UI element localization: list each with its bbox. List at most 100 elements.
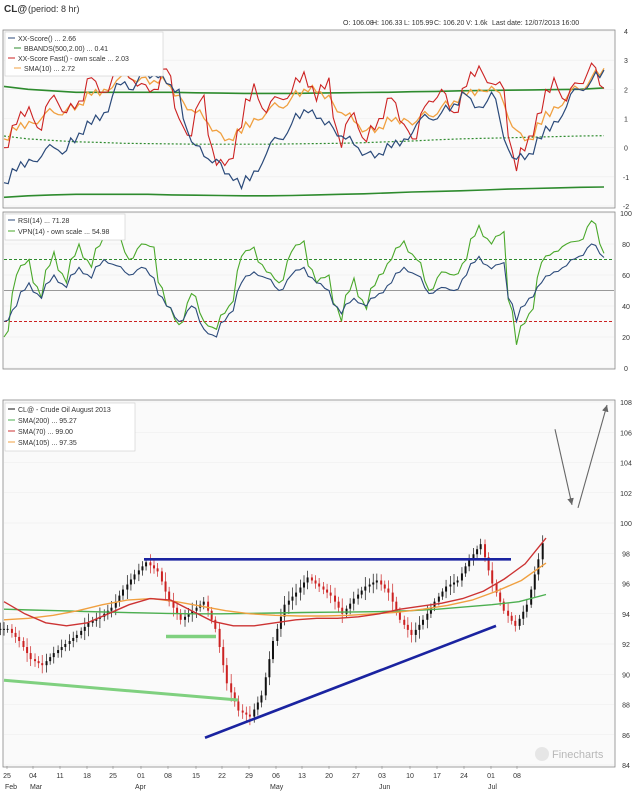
x-month-label: Jun [379, 784, 390, 791]
candle-body [129, 579, 132, 585]
candle-body [337, 601, 340, 608]
y-tick-label-xxscore: -2 [623, 204, 629, 211]
candle-body [522, 611, 525, 619]
y-tick-label-price: 104 [620, 461, 632, 468]
candle-body [164, 581, 167, 592]
candle-body [299, 587, 302, 593]
x-tick-label: 01 [487, 773, 495, 780]
candle-body [314, 580, 317, 584]
x-tick-label: 03 [378, 773, 386, 780]
candle-body [230, 683, 233, 693]
candle-body [518, 618, 521, 626]
y-tick-label-xxscore: 4 [624, 29, 628, 36]
y-tick-label-price: 100 [620, 521, 632, 528]
candle-body [0, 628, 2, 630]
y-tick-label-price: 84 [622, 763, 630, 770]
legend-sma105-name: SMA(105) [18, 440, 50, 447]
candle-body [329, 592, 332, 596]
candle-body [145, 562, 148, 567]
legend-rsi: RSI(14) ... 71.28 VPN(14) - own scale ..… [4, 213, 126, 241]
candle-body [264, 677, 267, 696]
candle-body [476, 549, 479, 555]
y-tick-label-price: 90 [622, 672, 630, 679]
y-tick-label-rsi: 60 [622, 273, 630, 280]
sma10-line [3, 67, 605, 142]
chart-header: CL@ (period: 8 hr) O: 106.08 H: 106.33 L… [4, 4, 579, 27]
candle-body [156, 568, 159, 572]
x-tick-label: 25 [109, 773, 117, 780]
candle-body [468, 559, 471, 567]
candle-body [510, 615, 513, 621]
candle-body [184, 616, 187, 620]
legend-sma200-name: SMA(200) [18, 418, 50, 425]
candle-body [75, 634, 78, 638]
candle-body [429, 607, 432, 614]
candle-body [391, 592, 394, 602]
legend-vpn-name: VPN(14) - own scale [18, 229, 82, 236]
finecharts-logo-icon [535, 747, 549, 761]
candle-body [418, 624, 421, 630]
candle-body [214, 619, 217, 629]
ohlc-close: C: 106.20 [434, 20, 464, 27]
candle-body [479, 544, 482, 550]
candle-body [352, 598, 355, 604]
candle-body [191, 610, 194, 614]
bbands-lower-line [3, 186, 605, 199]
candle-body [383, 584, 386, 589]
y-tick-label-price: 102 [620, 491, 632, 498]
candle-body [176, 607, 179, 614]
green-support-line [3, 678, 239, 702]
candle-body [222, 647, 225, 666]
candle-body [326, 589, 329, 593]
x-tick-label: 10 [406, 773, 414, 780]
xxscore-line [3, 69, 605, 191]
candle-body [268, 659, 271, 678]
legend-bbands-name: BBANDS(500,2.00) [24, 46, 85, 53]
y-tick-label-rsi: 80 [622, 242, 630, 249]
legend-rsi-name: RSI(14) [18, 218, 42, 225]
y-tick-label-xxscore: 3 [624, 58, 628, 65]
legend-xxscore-value: 2.66 [62, 36, 76, 43]
candle-body [357, 594, 360, 599]
candle-body [126, 584, 129, 590]
svg-text:SMA(10) ... 2.72: SMA(10) ... 2.72 [24, 66, 75, 73]
candle-body [395, 601, 398, 611]
candle-body [441, 591, 444, 597]
y-tick-label-price: 88 [622, 703, 630, 710]
candle-body [456, 580, 459, 583]
candle-body [253, 709, 256, 717]
x-month-label: Jul [488, 784, 497, 791]
candle-body [449, 584, 452, 587]
candle-body [322, 586, 325, 590]
x-tick-label: 13 [298, 773, 306, 780]
candle-body [195, 607, 198, 611]
candle-body [95, 618, 98, 621]
y-tick-label-rsi: 0 [624, 366, 628, 373]
y-tick-label-price: 108 [620, 400, 632, 407]
legend-xxscore-name: XX-Score() [18, 36, 53, 43]
y-tick-label-rsi: 20 [622, 335, 630, 342]
ohlc-high: H: 106.33 [372, 20, 402, 27]
candle-body [306, 577, 309, 583]
svg-text:BBANDS(500,2.00) ... 0.41: BBANDS(500,2.00) ... 0.41 [24, 46, 108, 53]
legend-sma70-value: 99.00 [55, 429, 73, 436]
candle-body [372, 582, 375, 585]
y-tick-label-price: 106 [620, 430, 632, 437]
candle-body [248, 714, 251, 717]
candle-body [91, 620, 94, 623]
candle-body [541, 543, 544, 560]
x-month-label: Apr [135, 784, 147, 791]
candle-body [472, 554, 475, 560]
candle-body [291, 596, 294, 601]
candle-body [387, 588, 390, 593]
candle-body [414, 629, 417, 635]
x-tick-label: 06 [272, 773, 280, 780]
candle-body [37, 661, 40, 664]
legend-xxscore: XX-Score() ... 2.66 BBANDS(500,2.00) ...… [4, 31, 164, 77]
candle-body [464, 566, 467, 574]
svg-text:SMA(200) ... 95.27: SMA(200) ... 95.27 [18, 418, 77, 425]
candle-body [87, 622, 90, 627]
sma200-line [3, 593, 547, 615]
ohlc-open: O: 106.08 [343, 20, 374, 27]
candle-body [421, 619, 424, 625]
